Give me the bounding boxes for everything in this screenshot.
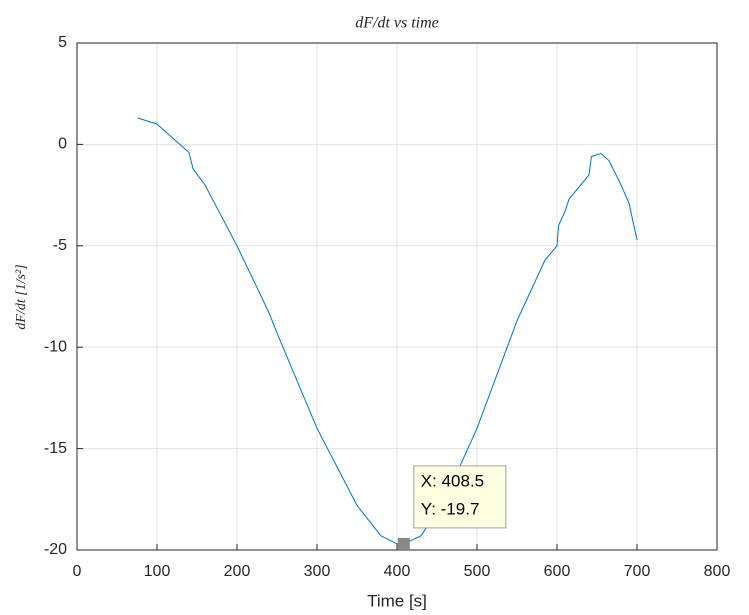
y-tick-label: 0: [58, 136, 67, 153]
x-tick-label: 300: [304, 563, 331, 580]
x-tick-label: 700: [624, 563, 651, 580]
x-tick-label: 0: [73, 563, 82, 580]
datatip-box: [413, 465, 507, 529]
y-tick-label: -10: [44, 338, 67, 355]
datatip-y: Y: -19.7: [421, 499, 480, 518]
datatip-x: X: 408.5: [421, 471, 484, 490]
chart-title: dF/dt vs time: [355, 15, 439, 32]
x-tick-label: 500: [464, 563, 491, 580]
plot-frame: [76, 42, 718, 551]
y-tick-label: -20: [44, 541, 67, 558]
x-tick-label: 400: [384, 563, 411, 580]
y-tick-label: -15: [44, 440, 67, 457]
datatip-marker: [397, 537, 410, 550]
x-tick-label: 800: [704, 563, 731, 580]
data-line: [137, 117, 638, 545]
x-tick-label: 200: [224, 563, 251, 580]
y-tick-label: 5: [58, 34, 67, 51]
x-tick-label: 100: [144, 563, 171, 580]
y-axis-label: dF/dt [1/s²]: [14, 264, 29, 329]
x-tick-label: 600: [544, 563, 571, 580]
y-tick-label: -5: [53, 237, 67, 254]
x-axis-label: Time [s]: [367, 591, 427, 610]
